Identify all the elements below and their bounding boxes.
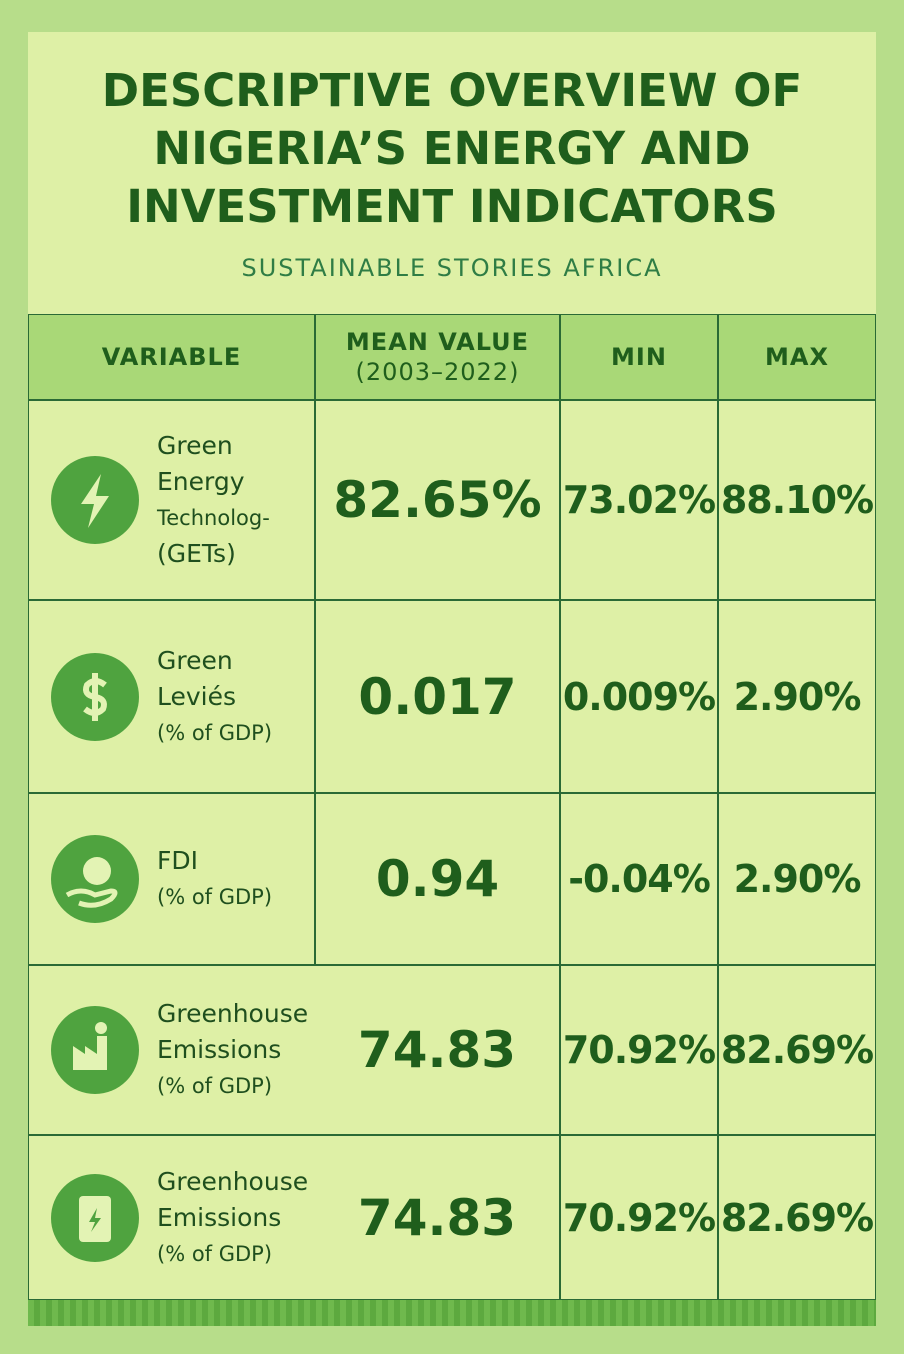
label-line: Technolog- xyxy=(157,506,270,530)
table: VARIABLE MEAN VALUE (2003–2022) MIN MAX G… xyxy=(28,314,876,1300)
column-header: MAX xyxy=(718,314,876,400)
variable-label: Green Leviés (% of GDP) xyxy=(157,643,272,751)
panel: DESCRIPTIVE OVERVIEW OF NIGERIA’S ENERGY… xyxy=(28,32,876,1326)
icon xyxy=(51,835,139,923)
subtitle: SUSTAINABLE STORIES AFRICA xyxy=(241,254,663,282)
label-line: Green xyxy=(157,645,233,675)
variable-cell: FDI (% of GDP) xyxy=(28,793,315,965)
max-cell: 82.69% xyxy=(718,1135,876,1300)
column-header: MEAN VALUE (2003–2022) xyxy=(315,314,560,400)
icon xyxy=(51,1173,139,1262)
min-cell: 70.92% xyxy=(560,1135,718,1300)
header-text: MIN xyxy=(611,343,667,371)
title: DESCRIPTIVE OVERVIEW OF NIGERIA’S ENERGY… xyxy=(28,62,876,236)
mean-cell: 82.65% xyxy=(315,400,560,600)
label-line: (% of GDP) xyxy=(157,720,273,745)
header-text: MAX xyxy=(765,343,829,371)
label-line: (% of GDP) xyxy=(157,1074,273,1098)
label-line: Leviés xyxy=(157,681,237,711)
column-header: MIN xyxy=(560,314,718,400)
mean-cell: 0.94 xyxy=(315,793,560,965)
min-cell: 70.92% xyxy=(560,965,718,1135)
variable-cell: Green Energy Technolog- (GETs) xyxy=(28,400,315,600)
max-cell: 88.10% xyxy=(718,400,876,600)
variable-label: Green Energy Technolog- (GETs) xyxy=(157,428,270,572)
column-header: VARIABLE xyxy=(28,314,315,400)
icon xyxy=(51,456,139,544)
mean-cell: 0.017 xyxy=(315,600,560,793)
header-text: (2003–2022) xyxy=(355,358,520,386)
variable-cell: Green Leviés (% of GDP) xyxy=(28,600,315,793)
max-cell: 82.69% xyxy=(718,965,876,1135)
label-line: (GETs) xyxy=(157,539,236,568)
variable-cell: Greenhouse Emissions (% of GDP) xyxy=(28,1135,315,1300)
title-line: DESCRIPTIVE OVERVIEW OF xyxy=(101,64,803,117)
label-line: Emissions xyxy=(157,1202,282,1232)
label-line: Greenhouse xyxy=(157,999,309,1028)
title-line: NIGERIA’S ENERGY AND xyxy=(153,122,751,175)
min-cell: 73.02% xyxy=(560,400,718,600)
variable-cell: Greenhouse Emissions (% of GDP) xyxy=(28,965,315,1135)
variable-label: Greenhouse Emissions (% of GDP) xyxy=(157,1164,308,1272)
header-text: MEAN VALUE xyxy=(345,328,530,356)
variable-label: Greenhouse Emissions (% of GDP) xyxy=(157,996,308,1104)
label-line: (% of GDP) xyxy=(157,885,273,909)
label-line: FDI xyxy=(157,846,199,875)
mean-cell: 74.83 xyxy=(315,965,560,1135)
icon xyxy=(51,652,139,741)
label-line: Green xyxy=(157,431,233,460)
icon xyxy=(51,1006,139,1094)
max-cell: 2.90% xyxy=(718,793,876,965)
min-cell: -0.04% xyxy=(560,793,718,965)
min-cell: 0.009% xyxy=(560,600,718,793)
label-line: Energy xyxy=(157,467,245,496)
mean-cell: 74.83 xyxy=(315,1135,560,1300)
header-text: VARIABLE xyxy=(101,343,242,371)
label-line: Greenhouse xyxy=(157,1166,309,1196)
variable-label: FDI (% of GDP) xyxy=(157,843,272,915)
label-line: Emissions xyxy=(157,1035,282,1064)
max-cell: 2.90% xyxy=(718,600,876,793)
label-line: (% of GDP) xyxy=(157,1241,273,1266)
footer-stripe xyxy=(28,1300,876,1326)
title-line: INVESTMENT INDICATORS xyxy=(126,180,778,233)
